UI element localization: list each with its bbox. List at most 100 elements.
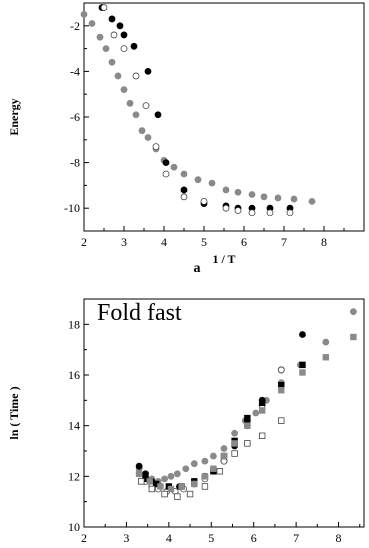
data-point xyxy=(299,361,306,369)
data-point xyxy=(277,366,285,374)
data-point xyxy=(208,179,216,187)
data-point xyxy=(126,99,134,107)
data-point xyxy=(146,478,153,485)
data-point xyxy=(157,483,164,490)
data-point xyxy=(162,159,170,167)
fold-fast-annotation: Fold fast xyxy=(97,300,182,326)
data-point xyxy=(102,45,110,52)
data-point xyxy=(248,209,256,217)
series-circle-open xyxy=(100,4,294,217)
data-point xyxy=(186,490,194,498)
data-point xyxy=(144,68,152,75)
x-tick-label: 3 xyxy=(121,235,127,249)
data-point xyxy=(244,440,251,447)
x-tick-label: 2 xyxy=(81,531,87,545)
y-tick-label: -6 xyxy=(70,110,80,124)
data-point xyxy=(266,209,274,217)
y-tick-label: 14 xyxy=(68,419,80,433)
data-point xyxy=(142,102,150,109)
data-point xyxy=(274,194,282,202)
data-point xyxy=(174,493,181,500)
data-point xyxy=(349,308,357,316)
data-point xyxy=(244,414,251,422)
data-point xyxy=(180,193,188,201)
data-point xyxy=(234,188,242,196)
data-point xyxy=(162,170,170,178)
data-point xyxy=(132,72,140,80)
data-point xyxy=(290,195,298,203)
x-tick-label: 4 xyxy=(166,531,172,545)
panel-b-time-chart: 234567810121416181 / Tln ( Time ) xyxy=(7,298,365,545)
y-axis-label: ln ( Time ) xyxy=(7,386,21,439)
series-square-open xyxy=(138,417,285,500)
data-point xyxy=(286,209,294,217)
x-tick-label: 7 xyxy=(293,531,299,545)
data-point xyxy=(350,333,357,341)
data-point xyxy=(80,10,88,18)
data-point xyxy=(132,111,140,119)
panel-a-energy-chart: 2 3 4 5 6 7 8 -10 -8 -6 -4 -2 1 / T Energy xyxy=(7,2,365,266)
x-tick-label: 8 xyxy=(321,235,327,249)
data-point xyxy=(258,432,266,439)
x-tick-label: 6 xyxy=(251,531,257,545)
series-circle-open xyxy=(135,366,285,495)
data-point xyxy=(234,207,242,214)
data-point xyxy=(96,33,104,41)
data-point xyxy=(252,409,260,417)
data-point xyxy=(114,72,122,80)
x-tick-label: 7 xyxy=(281,235,287,249)
data-point xyxy=(201,483,209,490)
data-point xyxy=(110,31,118,39)
data-point xyxy=(258,407,266,414)
data-point xyxy=(201,473,209,480)
data-point xyxy=(220,445,228,452)
x-tick-label: 6 xyxy=(241,235,247,249)
data-point xyxy=(135,470,143,477)
x-tick-label: 5 xyxy=(201,235,207,249)
data-point xyxy=(190,460,198,468)
data-point xyxy=(167,472,175,480)
y-tick-label: 16 xyxy=(68,368,80,382)
data-point xyxy=(178,483,185,490)
data-point xyxy=(100,4,108,11)
data-point xyxy=(138,478,145,485)
data-point xyxy=(152,143,160,151)
data-point xyxy=(180,170,188,178)
y-tick-label: -2 xyxy=(70,19,80,33)
series-circle-gray xyxy=(80,10,316,205)
x-tick-label: 5 xyxy=(208,531,214,545)
data-point xyxy=(88,20,96,27)
data-point xyxy=(170,163,178,171)
data-point xyxy=(167,485,175,493)
y-tick-label: 18 xyxy=(68,317,80,331)
x-tick-label: 4 xyxy=(161,235,167,249)
data-point xyxy=(194,176,202,184)
x-tick-label: 3 xyxy=(123,531,129,545)
data-point xyxy=(191,480,198,488)
data-point xyxy=(144,134,152,141)
y-tick-label: 12 xyxy=(68,469,80,483)
series-circle-black xyxy=(135,331,306,493)
data-point xyxy=(308,197,316,205)
data-point xyxy=(108,58,116,66)
plot-frame xyxy=(83,298,365,528)
data-point xyxy=(120,31,128,39)
data-point xyxy=(222,186,230,194)
y-tick-label: 10 xyxy=(68,520,80,534)
data-point xyxy=(161,475,169,483)
data-point xyxy=(231,440,238,447)
data-point xyxy=(231,450,238,457)
series-circle-gray xyxy=(135,308,357,485)
series-square-gray xyxy=(135,333,357,493)
data-point xyxy=(116,22,124,30)
data-point xyxy=(138,127,146,135)
data-point xyxy=(120,45,128,52)
data-point xyxy=(322,338,330,346)
data-point xyxy=(260,193,268,201)
data-point xyxy=(209,452,217,460)
data-point xyxy=(148,485,156,493)
data-point xyxy=(108,15,116,23)
data-point xyxy=(180,186,188,194)
data-point xyxy=(231,429,239,437)
